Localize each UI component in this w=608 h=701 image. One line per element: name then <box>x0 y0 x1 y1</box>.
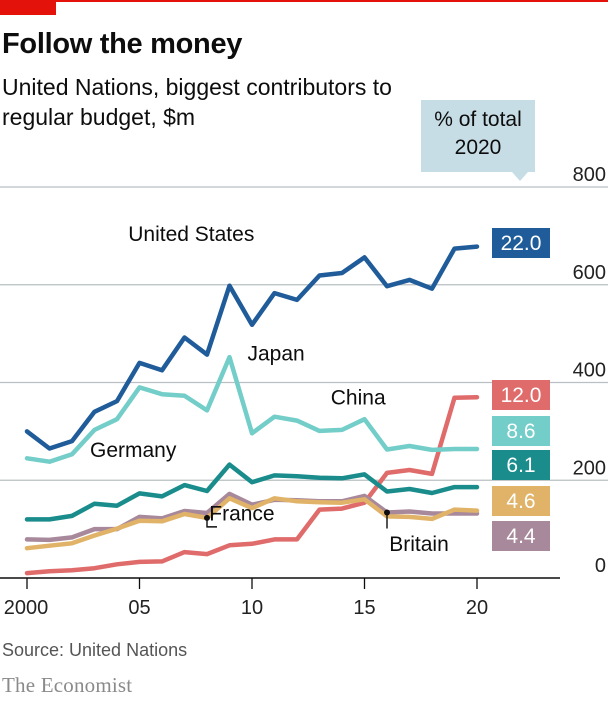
share-value-united-states: 22.0 <box>501 232 542 255</box>
series-label-france: France <box>209 502 274 525</box>
share-value-china: 12.0 <box>501 384 542 407</box>
share-value-japan: 8.6 <box>506 420 535 443</box>
series-label-britain: Britain <box>389 533 449 556</box>
share-box-united-states <box>492 228 550 258</box>
series-label-china: China <box>331 386 386 409</box>
share-header-pointer <box>512 172 528 181</box>
series-label-united-states: United States <box>128 223 254 246</box>
y-tick-label: 600 <box>573 262 606 284</box>
series-line-japan <box>24 354 480 464</box>
share-value-france: 4.6 <box>506 490 535 513</box>
y-tick-label: 400 <box>573 360 606 382</box>
share-value-germany: 6.1 <box>506 454 535 477</box>
series-line-france <box>24 496 480 551</box>
source-note: Source: United Nations <box>2 640 188 660</box>
y-tick-label: 0 <box>595 555 606 577</box>
chart-subtitle: United Nations, biggest contributors to … <box>2 74 392 130</box>
series-label-germany: Germany <box>90 439 177 462</box>
x-tick-label: 15 <box>353 597 375 619</box>
series-line-china <box>24 394 480 576</box>
y-tick-label: 800 <box>573 164 606 186</box>
share-box-germany <box>492 450 550 480</box>
series-label-japan: Japan <box>248 343 305 366</box>
x-tick-label: 2000 <box>4 597 49 619</box>
series-line-britain <box>24 491 480 543</box>
share-box-france <box>492 486 550 516</box>
share-value-britain: 4.4 <box>506 525 536 548</box>
x-tick-label: 10 <box>241 597 263 619</box>
series-line-united-states <box>24 244 480 451</box>
x-tick-label: 05 <box>128 597 150 619</box>
series-line-germany <box>24 462 480 522</box>
brand-red-tag <box>0 0 56 15</box>
x-tick-label: 20 <box>466 597 488 619</box>
chart-title: Follow the money <box>2 28 243 60</box>
share-header-text: % of total 2020 <box>434 108 522 159</box>
share-box-japan <box>492 416 550 446</box>
y-tick-label: 200 <box>573 457 606 479</box>
share-box-britain <box>492 521 550 551</box>
france-leader-line <box>206 517 217 528</box>
top-rule <box>0 0 608 2</box>
publisher-logo: The Economist <box>2 673 133 697</box>
share-box-china <box>492 380 550 410</box>
share-header-box: % of total 2020 <box>421 100 535 172</box>
